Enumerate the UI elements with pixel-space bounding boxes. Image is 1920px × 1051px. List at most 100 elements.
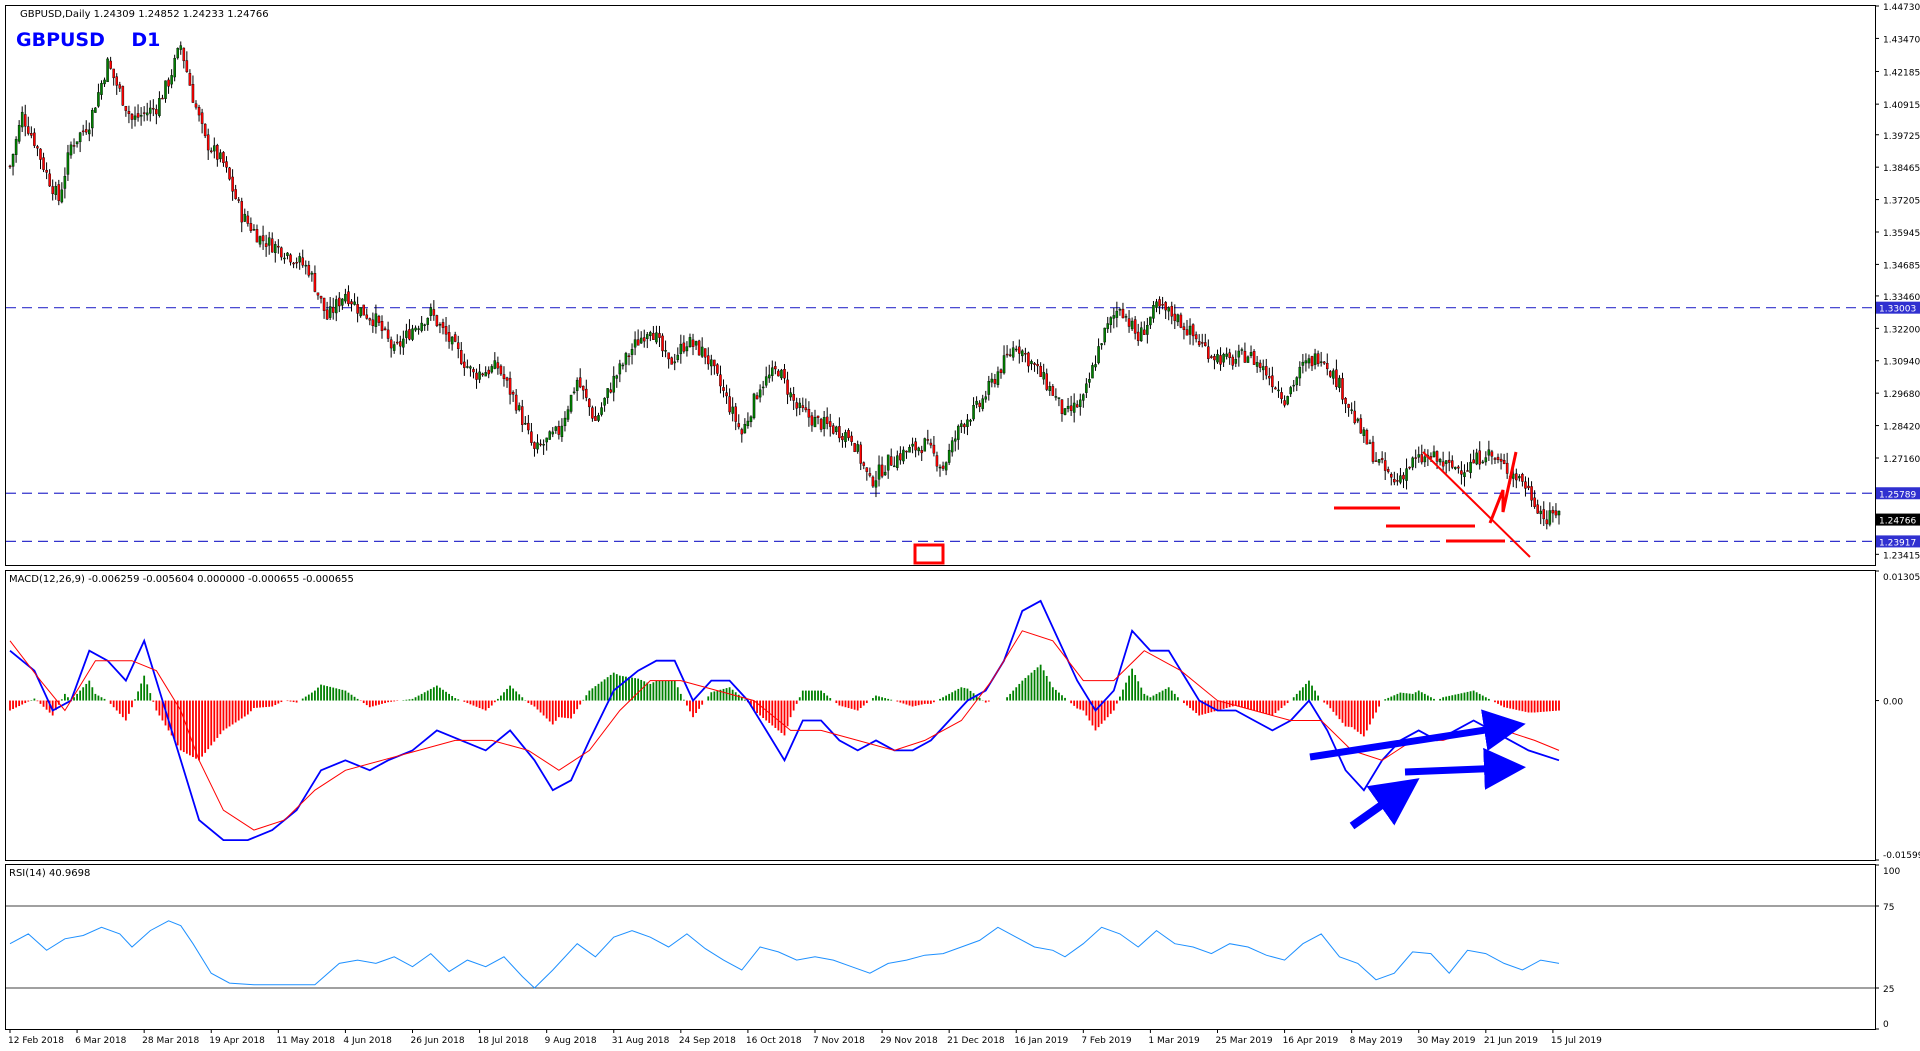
candle-body (118, 84, 122, 89)
candle-body (48, 173, 51, 187)
candle-body (1243, 350, 1247, 363)
projection-zigzag (1488, 451, 1518, 524)
candle-body (1018, 346, 1021, 354)
candle-body (1200, 342, 1204, 344)
candle-body (886, 454, 890, 471)
candle-body (883, 471, 887, 476)
candle-body (213, 145, 216, 152)
candle-body (353, 301, 356, 305)
time-tick-label: 1 Mar 2019 (1148, 1036, 1200, 1046)
candle-body (947, 449, 951, 463)
candle-body (862, 462, 866, 466)
candle-body (307, 264, 311, 276)
candle-body (344, 293, 347, 302)
price-axis: 1.44730 1.43470 1.42185 1.40915 1.39725 1.384… (1875, 3, 1920, 561)
candle-body (1021, 350, 1024, 357)
candle-body (97, 92, 100, 107)
candle-body (1136, 331, 1140, 342)
candle-body (1301, 361, 1305, 366)
candle-body (341, 298, 344, 306)
candle-body (1472, 459, 1475, 464)
candle-body (313, 273, 317, 292)
time-tick-label: 8 May 2019 (1350, 1036, 1403, 1046)
candle-body (1307, 358, 1311, 364)
candle-body (914, 441, 917, 451)
time-tick-label: 21 Jun 2019 (1484, 1036, 1538, 1046)
candle-body (1234, 358, 1238, 364)
level-tag-label: 1.33003 (1879, 305, 1916, 315)
candle-body (347, 291, 350, 305)
candle-body (758, 389, 762, 398)
candle-body (240, 201, 244, 223)
candle-body (1325, 363, 1329, 370)
candle-body (1539, 510, 1542, 515)
candle-body (51, 186, 54, 195)
candle-body (1420, 454, 1424, 463)
candle-body (618, 363, 622, 375)
candle-body (469, 366, 472, 369)
candle-body (676, 354, 680, 360)
candle-body (1432, 451, 1436, 457)
candle-body (502, 374, 506, 379)
candle-body (905, 450, 908, 453)
candle-body (1124, 316, 1128, 318)
candle-body (1454, 466, 1457, 469)
candle-body (283, 257, 286, 260)
candle-body (551, 431, 555, 435)
candle-body (310, 272, 314, 275)
candle-body (17, 125, 21, 142)
candle-body (1057, 397, 1061, 399)
candle-body (1173, 313, 1177, 321)
candle-body (527, 422, 530, 431)
candle-body (530, 431, 533, 443)
candle-body (649, 332, 652, 337)
time-tick-label: 7 Feb 2019 (1081, 1036, 1132, 1046)
candle-body (972, 405, 975, 420)
candle-body (295, 262, 298, 264)
candle-body (1167, 307, 1170, 312)
candle-body (1341, 378, 1344, 400)
current-price-tag (1876, 513, 1920, 526)
candle-body (249, 223, 253, 231)
candle-body (1496, 456, 1500, 461)
candle-body (929, 442, 933, 446)
candle-body (23, 114, 27, 127)
candle-body (1481, 461, 1485, 464)
candle-body (694, 341, 698, 346)
candle-body (1118, 309, 1122, 311)
candle-body (286, 252, 289, 256)
candle-body (664, 350, 667, 352)
candle-body (1271, 375, 1274, 388)
candle-body (822, 417, 826, 429)
price-tick-label: 1.35945 (1883, 229, 1920, 239)
candle-body (1258, 362, 1262, 368)
candle-body (1103, 327, 1106, 343)
macd-label: MACD(12,26,9) -0.006259 -0.005604 0.0000… (9, 574, 354, 585)
candle-body (115, 76, 118, 86)
candle-body (572, 391, 576, 394)
time-tick-label: 7 Nov 2018 (813, 1036, 865, 1046)
candle-body (478, 371, 481, 380)
candle-body (54, 186, 58, 195)
macd-tick-label: 0.00 (1883, 698, 1903, 708)
candle-body (978, 402, 981, 407)
candle-body (304, 264, 308, 267)
candle-body (722, 387, 725, 391)
candle-body (609, 389, 612, 393)
candle-body (417, 328, 420, 330)
candle-body (216, 144, 219, 160)
candle-body (713, 359, 716, 367)
candle-body (1091, 365, 1094, 379)
candle-body (1542, 509, 1546, 520)
level-tag-label: 1.23917 (1879, 538, 1916, 548)
candle-body (408, 329, 411, 340)
candle-body (771, 367, 774, 376)
candle-body (1338, 377, 1341, 388)
candle-body (222, 152, 225, 164)
candle-body (780, 369, 783, 379)
candle-body (990, 378, 994, 383)
candle-body (1490, 451, 1494, 457)
candle-body (185, 60, 189, 72)
candle-body (389, 339, 393, 349)
